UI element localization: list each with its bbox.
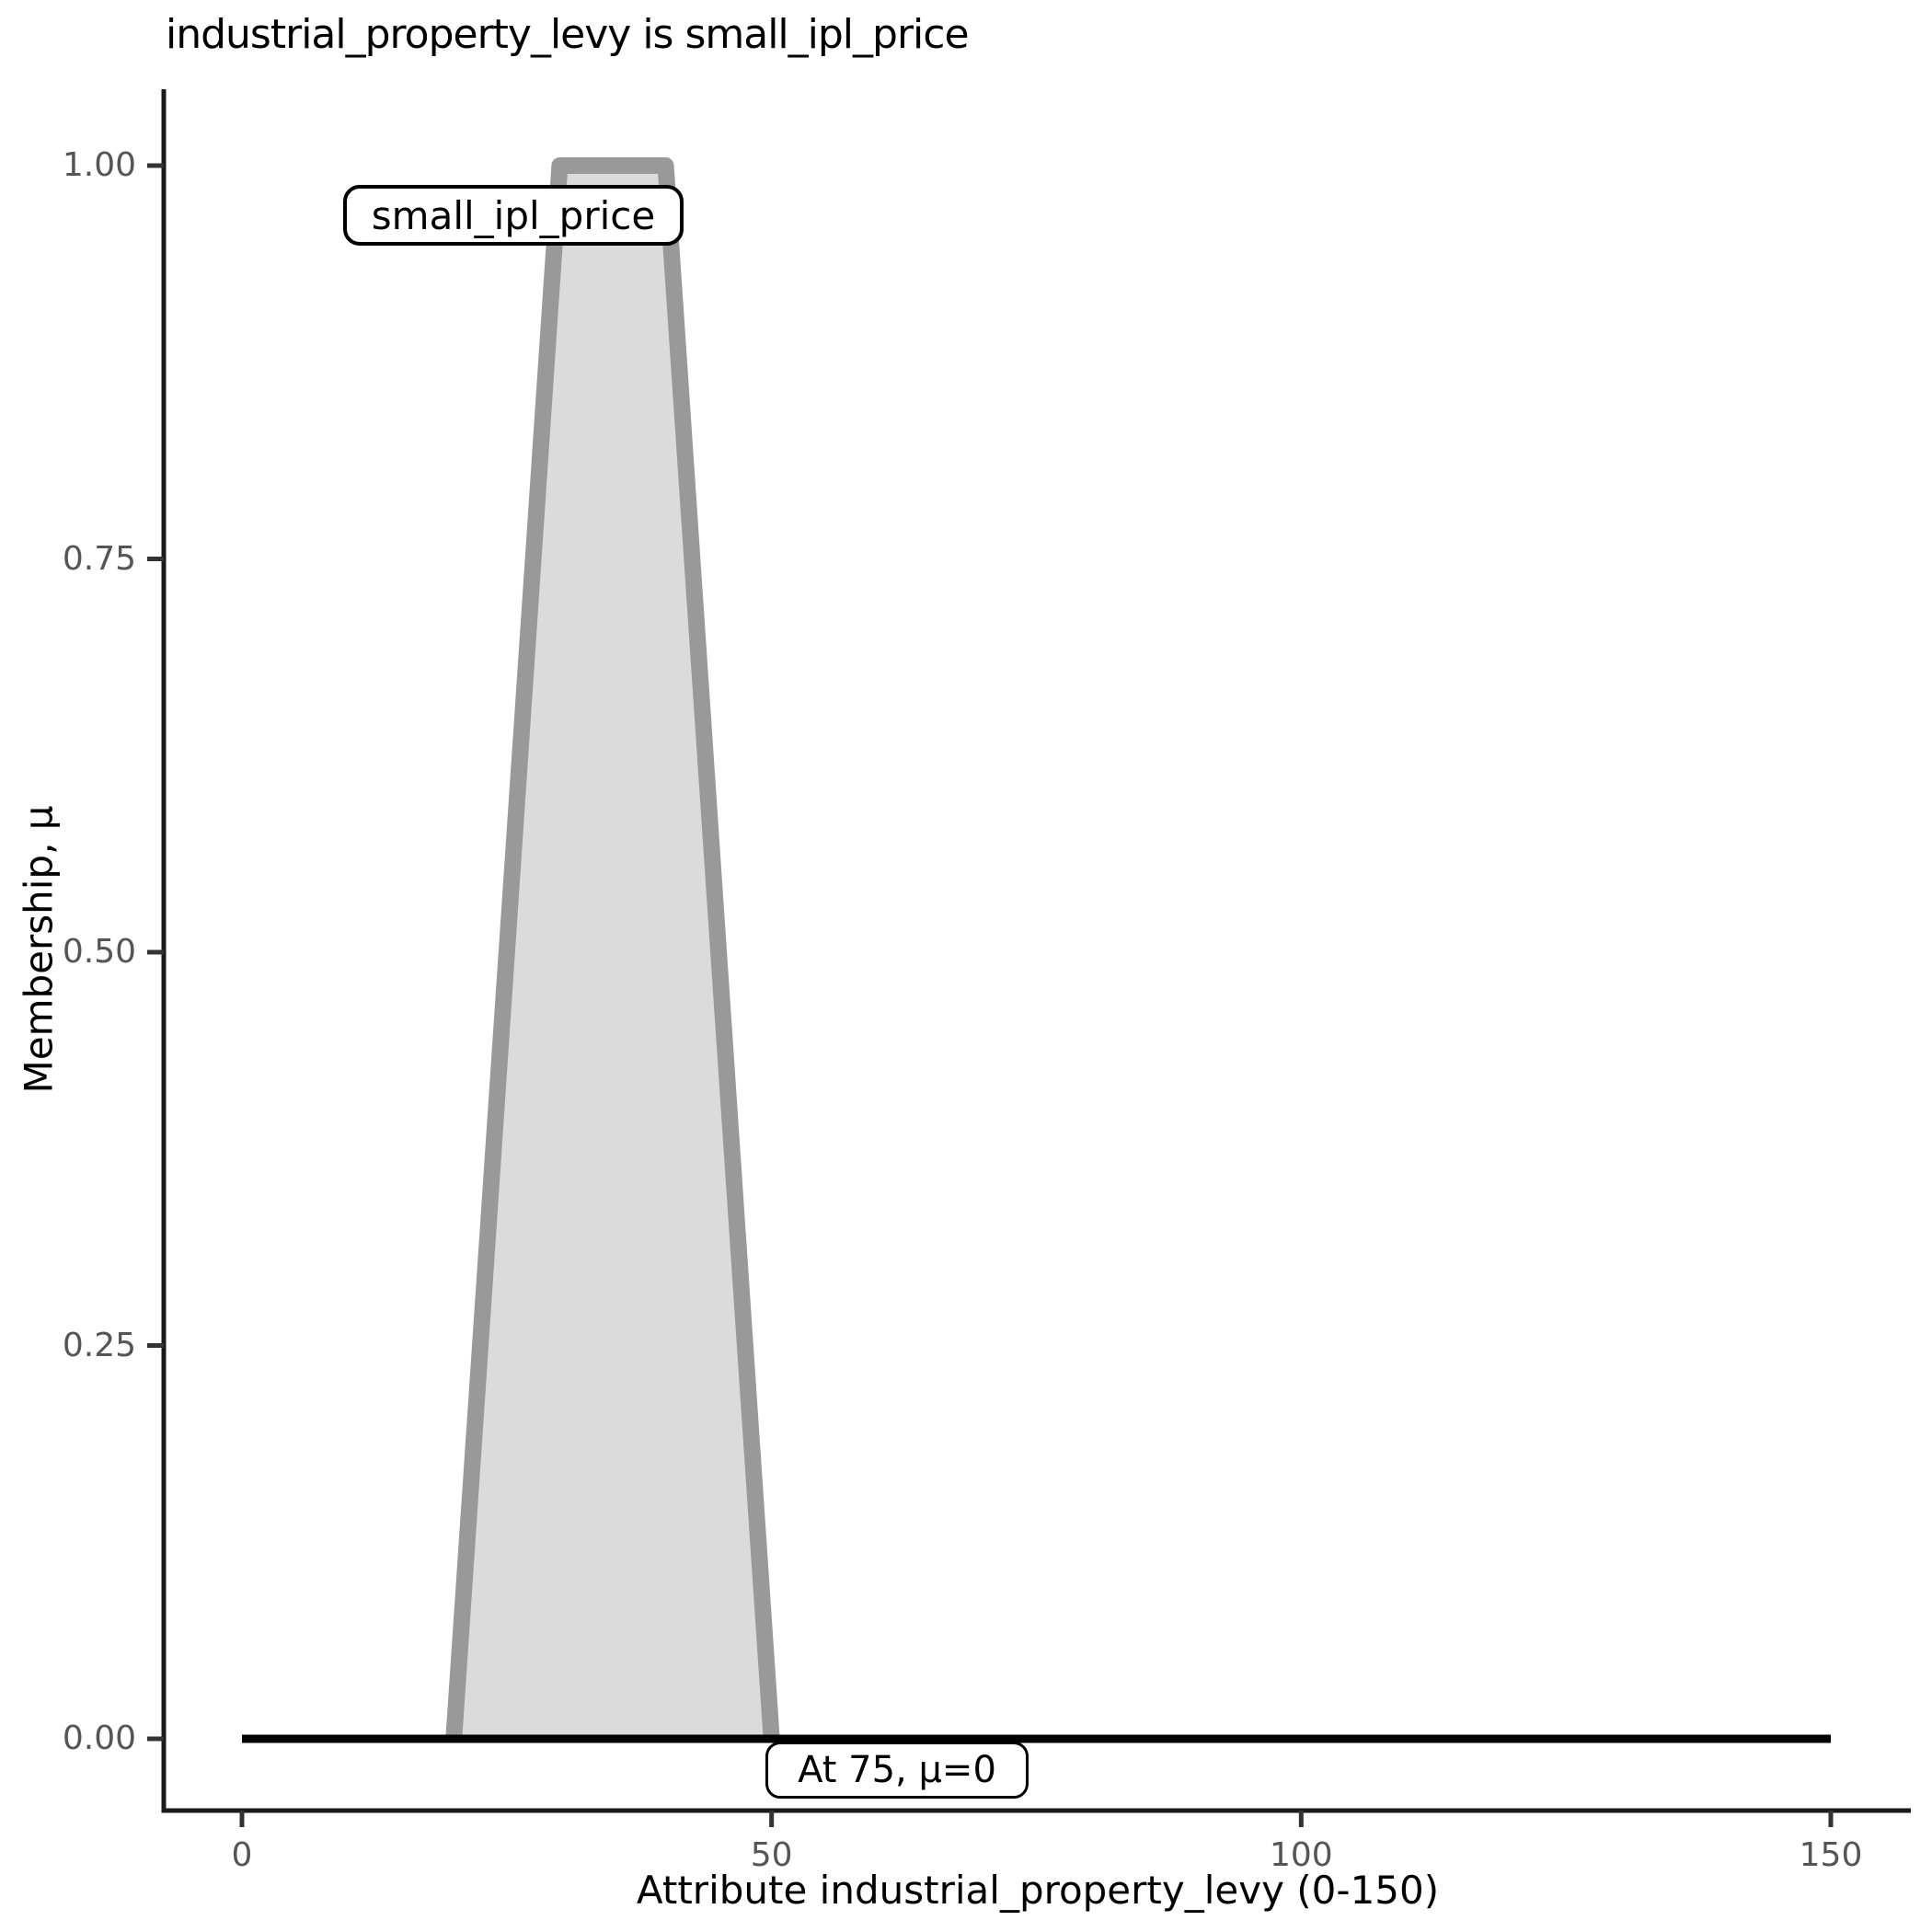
fuzzy-set-label: small_ipl_price xyxy=(343,185,684,246)
y-tick-label: 0.00 xyxy=(62,1719,136,1757)
y-tick-label: 1.00 xyxy=(62,146,136,184)
y-tick-label: 0.75 xyxy=(62,539,136,578)
chart-title: industrial_property_levy is small_ipl_pr… xyxy=(166,11,970,58)
y-tick-label: 0.25 xyxy=(62,1326,136,1364)
x-tick-label: 150 xyxy=(1799,1836,1863,1874)
membership-function-outline xyxy=(445,157,780,1740)
x-tick-label: 100 xyxy=(1269,1836,1333,1874)
x-tick-label: 50 xyxy=(750,1836,793,1874)
activation-annotation: At 75, μ=0 xyxy=(765,1742,1029,1799)
x-axis-title: Attribute industrial_property_levy (0-15… xyxy=(636,1868,1440,1913)
x-tick-label: 0 xyxy=(231,1836,253,1874)
y-tick-label: 0.50 xyxy=(62,933,136,971)
